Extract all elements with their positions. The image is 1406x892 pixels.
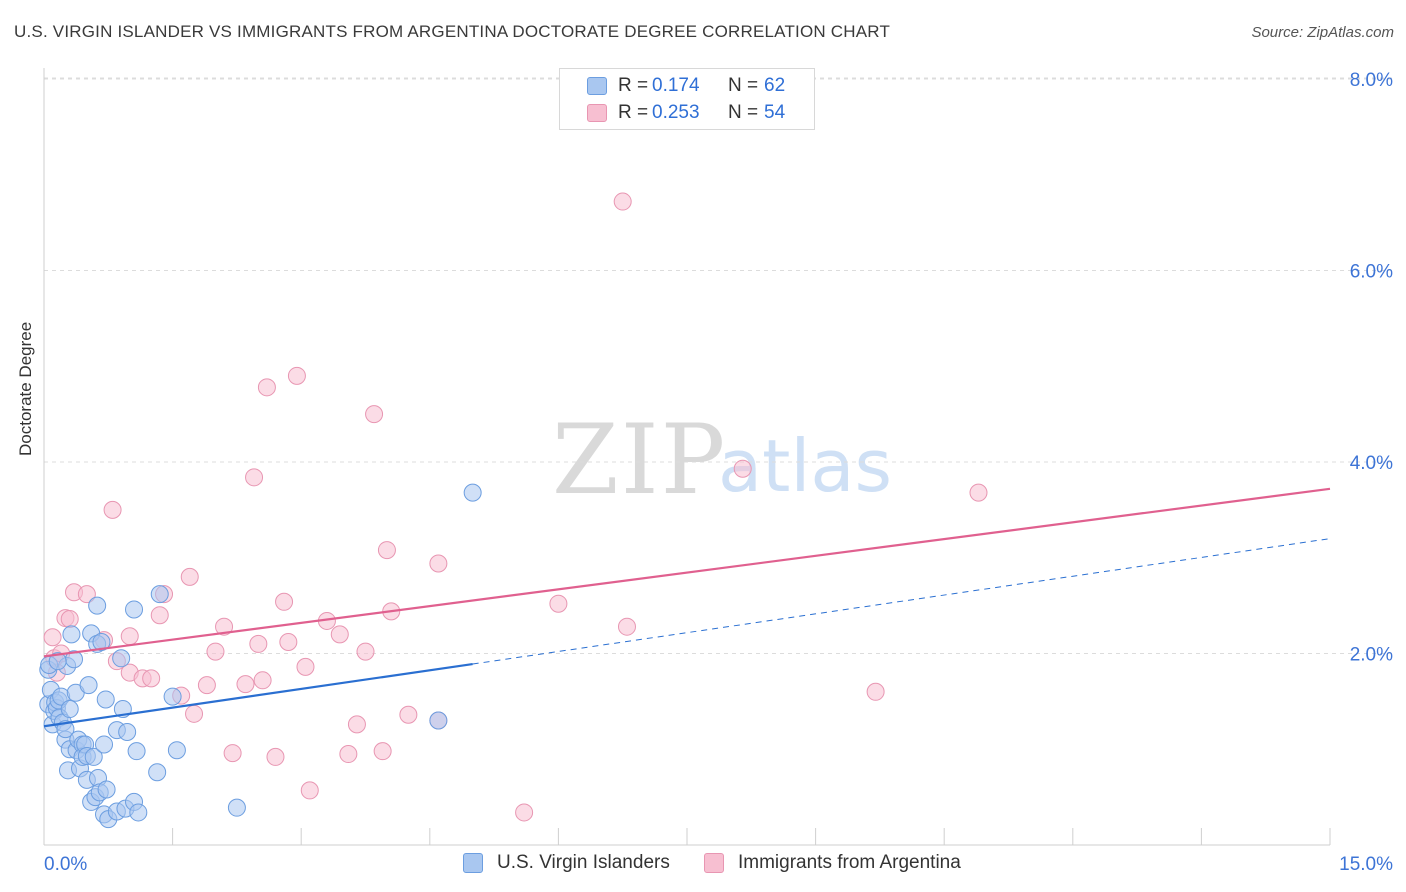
y-tick-label: 4.0% [1350, 453, 1393, 474]
virgin-islanders-point [129, 803, 148, 822]
argentina-point [399, 705, 418, 724]
argentina-point [236, 675, 255, 694]
argentina-point [185, 704, 204, 723]
argentina-point [142, 669, 161, 688]
virgin-islanders-point [118, 723, 137, 742]
y-tick-label: 6.0% [1350, 262, 1393, 283]
n-label: N = [728, 102, 759, 123]
argentina-point [613, 192, 632, 211]
argentina-point [223, 744, 242, 763]
argentina-point [429, 554, 448, 573]
argentina-point [215, 617, 234, 636]
argentina-point [249, 634, 268, 653]
series-legend: U.S. Virgin Islanders Immigrants from Ar… [0, 852, 1406, 878]
argentina-point [377, 541, 396, 560]
pink-swatch-icon [704, 853, 724, 873]
argentina-point [617, 617, 636, 636]
y-axis-title: Doctorate Degree [16, 321, 35, 456]
blue-swatch-icon [587, 77, 607, 95]
argentina-point [60, 610, 79, 629]
virgin-islanders-point [60, 700, 79, 719]
argentina-point [253, 671, 272, 690]
argentina-point [339, 745, 358, 764]
virgin-islanders-point [84, 747, 103, 766]
virgin-islanders-point [167, 741, 186, 760]
argentina-point [549, 594, 568, 613]
argentina-point [515, 803, 534, 822]
virgin-islanders-point [463, 483, 482, 502]
virgin-islanders-point [163, 687, 182, 706]
r-label: R = [618, 75, 649, 96]
argentina-point [373, 742, 392, 761]
r-label: R = [618, 102, 649, 123]
argentina-point [257, 378, 276, 397]
argentina-point [197, 676, 216, 695]
argentina-point [77, 585, 96, 604]
argentina-point [245, 468, 264, 487]
virgin-islanders-point [56, 720, 75, 739]
r-value: 0.253 [652, 102, 700, 123]
watermark-zip: ZIP [552, 404, 728, 516]
source-label: Source: ZipAtlas.com [1251, 24, 1394, 41]
x-tick-label: 0.0% [44, 854, 87, 875]
r-value: 0.174 [652, 75, 700, 96]
y-tick-label: 2.0% [1350, 645, 1393, 666]
virgin-islanders-point [88, 596, 107, 615]
argentina-point [287, 366, 306, 385]
argentina-point [180, 567, 199, 586]
virgin-islanders-trend-extension [472, 538, 1331, 665]
argentina-point [866, 682, 885, 701]
argentina-point [330, 625, 349, 644]
virgin-islanders-point [79, 676, 98, 695]
virgin-islanders-point [148, 763, 167, 782]
argentina-point [279, 633, 298, 652]
virgin-islanders-point [125, 600, 144, 619]
argentina-point [266, 747, 285, 766]
virgin-islanders-point [92, 633, 111, 652]
y-tick-label: 8.0% [1350, 70, 1393, 91]
n-value: 54 [764, 102, 786, 123]
argentina-point [969, 483, 988, 502]
argentina-point [296, 657, 315, 676]
virgin-islanders-point [112, 649, 131, 668]
chart-title: U.S. VIRGIN ISLANDER VS IMMIGRANTS FROM … [14, 22, 891, 41]
virgin-islanders-point [127, 742, 146, 761]
n-value: 62 [764, 75, 786, 96]
argentina-point [206, 642, 225, 661]
virgin-islanders-point [227, 798, 246, 817]
virgin-islanders-point [96, 690, 115, 709]
argentina-point [150, 606, 169, 625]
argentina-point [275, 592, 294, 611]
argentina-point [356, 642, 375, 661]
virgin-islanders-point [48, 652, 67, 671]
argentina-point [733, 459, 752, 478]
argentina-point [120, 627, 139, 646]
n-label: N = [728, 75, 759, 96]
virgin-islanders-trend-line [43, 662, 473, 728]
correlation-legend: R = 0.174 N = 62 R = 0.253 N = 54 [559, 68, 815, 130]
virgin-islanders-point [429, 711, 448, 730]
pink-swatch-icon [587, 104, 607, 122]
argentina-trend-line [43, 487, 1331, 658]
argentina-point [300, 781, 319, 800]
virgin-islanders-point [97, 780, 116, 799]
argentina-point [347, 715, 366, 734]
argentina-point [103, 500, 122, 519]
virgin-islanders-point [62, 625, 81, 644]
argentina-point [43, 628, 62, 647]
legend-label: Immigrants from Argentina [738, 852, 961, 873]
blue-swatch-icon [463, 853, 483, 873]
legend-label: U.S. Virgin Islanders [497, 852, 670, 873]
x-tick-label: 15.0% [1339, 854, 1393, 875]
argentina-point [365, 405, 384, 424]
virgin-islanders-point [95, 735, 114, 754]
virgin-islanders-point [150, 585, 169, 604]
